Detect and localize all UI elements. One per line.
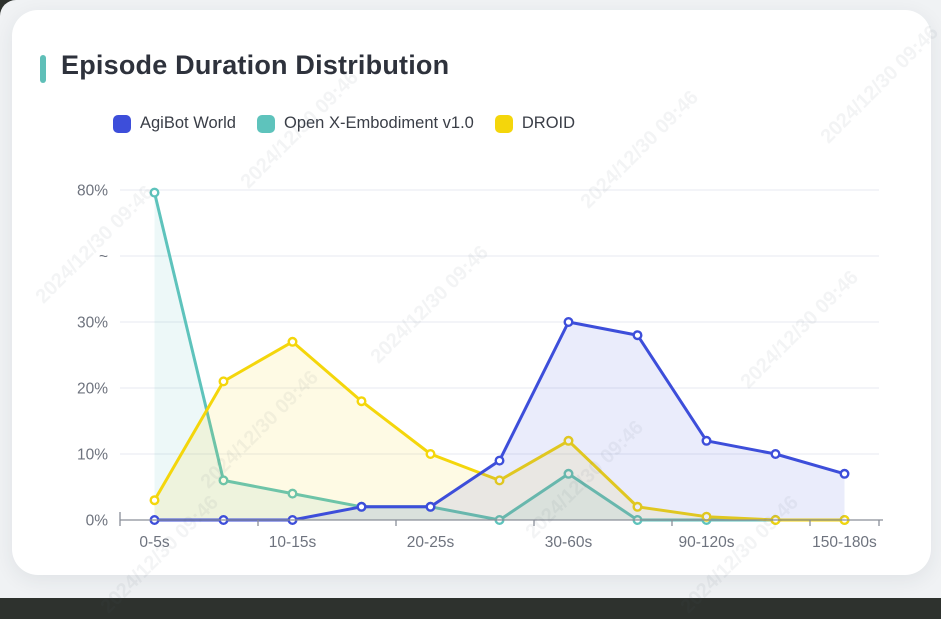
data-point-open-x-embodiment-v1-0 bbox=[563, 468, 574, 479]
data-point-droid bbox=[494, 475, 505, 486]
x-tick-label: 30-60s bbox=[545, 534, 593, 551]
data-point-droid bbox=[563, 435, 574, 446]
data-point-agibot-world bbox=[770, 449, 781, 460]
x-tick-label: 10-15s bbox=[269, 534, 317, 551]
data-point-open-x-embodiment-v1-0 bbox=[287, 488, 298, 499]
data-point-open-x-embodiment-v1-0 bbox=[218, 475, 229, 486]
series-area-droid bbox=[154, 341, 845, 520]
x-tick-label: 150-180s bbox=[812, 534, 877, 551]
data-point-agibot-world bbox=[563, 317, 574, 328]
y-tick-label: 0% bbox=[86, 513, 109, 530]
legend-swatch-open-x-embodiment bbox=[257, 114, 275, 133]
data-point-droid bbox=[425, 449, 436, 460]
legend-item-open-x-embodiment[interactable]: Open X-Embodiment v1.0 bbox=[257, 114, 474, 133]
data-point-droid bbox=[287, 336, 298, 347]
y-tick-label: ~ bbox=[99, 249, 108, 266]
legend-swatch-droid bbox=[494, 114, 513, 133]
data-point-open-x-embodiment-v1-0 bbox=[149, 187, 160, 198]
page-title: Episode Duration Distribution bbox=[61, 50, 450, 80]
x-tick-label: 20-25s bbox=[407, 534, 455, 551]
data-point-droid bbox=[632, 501, 643, 512]
legend-label-open-x-embodiment: Open X-Embodiment v1.0 bbox=[284, 114, 474, 132]
data-point-droid bbox=[218, 376, 229, 387]
x-tick-label: 90-120s bbox=[678, 534, 734, 551]
x-axis-labels: 0-5s 10-15s 20-25s 30-60s 90-120s 150-180s bbox=[139, 534, 877, 551]
legend-item-agibot-world[interactable]: AgiBot World bbox=[113, 114, 236, 133]
chart-legend: AgiBot World Open X-Embodiment v1.0 DROI… bbox=[113, 114, 575, 133]
y-gridlines bbox=[120, 189, 879, 455]
y-axis-labels: 0% 10% 20% 30% ~80% bbox=[77, 183, 108, 530]
data-point-agibot-world bbox=[839, 468, 850, 479]
chart-canvas[interactable]: 0% 10% 20% 30% ~80% 0-5s 10-15s 20-25s 30-60s 90-… bbox=[0, 0, 941, 598]
x-tick-label: 0-5s bbox=[139, 534, 169, 551]
series-area-agibot-world bbox=[154, 322, 845, 520]
legend-label-droid: DROID bbox=[521, 114, 576, 132]
series-droid bbox=[149, 336, 850, 526]
data-point-agibot-world bbox=[632, 330, 643, 341]
data-point-droid bbox=[149, 495, 160, 506]
x-axis bbox=[119, 512, 883, 526]
page-background: Episode Duration Distribution AgiBot Wor… bbox=[0, 0, 941, 598]
data-point-agibot-world bbox=[494, 455, 505, 466]
data-point-droid bbox=[356, 396, 367, 407]
data-point-agibot-world bbox=[701, 435, 712, 446]
data-point-agibot-world bbox=[356, 501, 367, 512]
y-tick-label: 80% bbox=[77, 183, 108, 200]
data-point-agibot-world bbox=[425, 501, 436, 512]
series-area-open-x-embodiment-v1-0 bbox=[154, 192, 845, 520]
title-accent-bar bbox=[40, 55, 46, 83]
y-tick-label: 20% bbox=[77, 381, 108, 398]
legend-item-droid[interactable]: DROID bbox=[494, 114, 576, 133]
y-tick-label: 10% bbox=[77, 447, 108, 464]
legend-swatch-agibot-world bbox=[113, 114, 131, 133]
legend-label-agibot-world: AgiBot World bbox=[140, 114, 236, 132]
y-tick-label: 30% bbox=[77, 315, 108, 332]
